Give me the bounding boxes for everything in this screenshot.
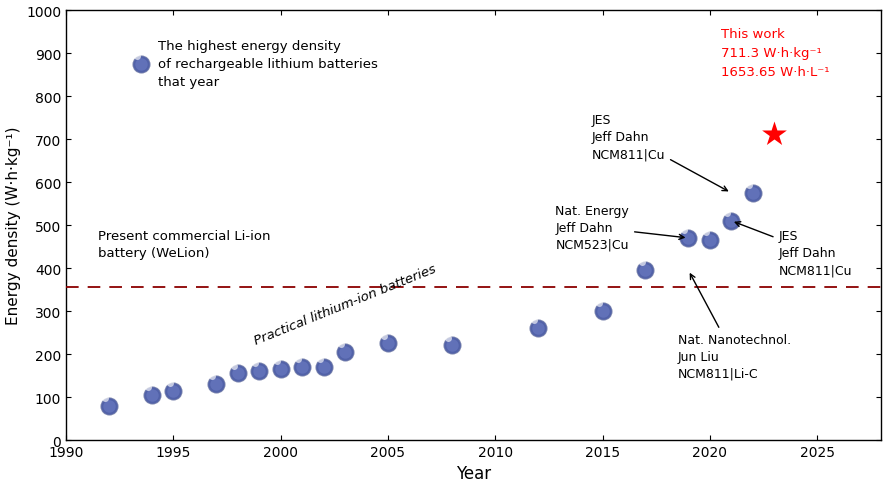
Point [273, 366, 287, 373]
Point [445, 342, 459, 349]
Point [209, 381, 223, 388]
Point [144, 391, 159, 399]
Text: JES
Jeff Dahn
NCM811|Cu: JES Jeff Dahn NCM811|Cu [591, 114, 727, 191]
Point [638, 267, 652, 275]
Text: Present commercial Li-ion
battery (WeLion): Present commercial Li-ion battery (WeLio… [98, 230, 270, 260]
Point [633, 259, 648, 267]
Point [205, 373, 219, 381]
Point [230, 370, 245, 378]
Point [680, 235, 695, 243]
Point [295, 363, 309, 371]
Point [380, 340, 394, 347]
Text: Nat. Nanotechnol.
Jun Liu
NCM811|Li-C: Nat. Nanotechnol. Jun Liu NCM811|Li-C [677, 274, 789, 380]
Point [445, 342, 459, 349]
Point [316, 363, 330, 371]
Point [334, 341, 348, 348]
Point [441, 334, 455, 342]
Point [380, 340, 394, 347]
Point [144, 391, 159, 399]
Point [252, 367, 266, 375]
Point [273, 366, 287, 373]
Point [252, 367, 266, 375]
Point [269, 358, 284, 366]
Point [595, 307, 609, 315]
Point [166, 387, 180, 395]
Point [209, 381, 223, 388]
Point [227, 362, 241, 370]
Point [680, 235, 695, 243]
Text: Practical lithium-ion batteries: Practical lithium-ion batteries [252, 262, 438, 346]
Point [316, 363, 330, 371]
Point [338, 348, 352, 356]
Point [209, 381, 223, 388]
Point [745, 189, 759, 197]
Point [531, 325, 545, 332]
Point [526, 317, 540, 325]
Point [591, 300, 605, 307]
Point [723, 217, 737, 225]
Point [273, 366, 287, 373]
Point [702, 237, 716, 244]
Point [141, 384, 155, 391]
Point [595, 307, 609, 315]
Text: This work
711.3 W·h·kg⁻¹
1653.65 W·h·L⁻¹: This work 711.3 W·h·kg⁻¹ 1653.65 W·h·L⁻¹ [719, 28, 828, 79]
Point [745, 189, 759, 197]
Point [702, 237, 716, 244]
Point [338, 348, 352, 356]
Point [723, 217, 737, 225]
Point [316, 363, 330, 371]
Point [745, 189, 759, 197]
Point [445, 342, 459, 349]
Text: Nat. Energy
Jeff Dahn
NCM523|Cu: Nat. Energy Jeff Dahn NCM523|Cu [555, 204, 683, 251]
Point [130, 53, 144, 61]
Point [295, 363, 309, 371]
X-axis label: Year: Year [455, 465, 491, 483]
Point [102, 402, 116, 410]
Point [680, 235, 695, 243]
Point [377, 332, 391, 340]
Point [134, 61, 148, 69]
Point [98, 394, 113, 402]
Point [248, 360, 262, 367]
Point [230, 370, 245, 378]
Point [638, 267, 652, 275]
Point [134, 61, 148, 69]
Point [698, 229, 712, 237]
Point [595, 307, 609, 315]
Point [719, 210, 734, 218]
Point [291, 356, 305, 364]
Point [531, 325, 545, 332]
Point [230, 370, 245, 378]
Point [166, 387, 180, 395]
Point [766, 131, 781, 139]
Point [741, 182, 755, 189]
Point [380, 340, 394, 347]
Text: The highest energy density
of rechargeable lithium batteries
that year: The highest energy density of rechargeab… [159, 40, 377, 89]
Point [162, 379, 176, 387]
Point [723, 217, 737, 225]
Point [338, 348, 352, 356]
Point [134, 61, 148, 69]
Point [166, 387, 180, 395]
Point [531, 325, 545, 332]
Y-axis label: Energy density (W·h·kg⁻¹): Energy density (W·h·kg⁻¹) [5, 126, 20, 325]
Point [102, 402, 116, 410]
Point [295, 363, 309, 371]
Point [702, 237, 716, 244]
Point [677, 227, 691, 235]
Point [144, 391, 159, 399]
Text: JES
Jeff Dahn
NCM811|Cu: JES Jeff Dahn NCM811|Cu [734, 223, 851, 277]
Point [312, 356, 326, 364]
Point [638, 267, 652, 275]
Point [252, 367, 266, 375]
Point [102, 402, 116, 410]
